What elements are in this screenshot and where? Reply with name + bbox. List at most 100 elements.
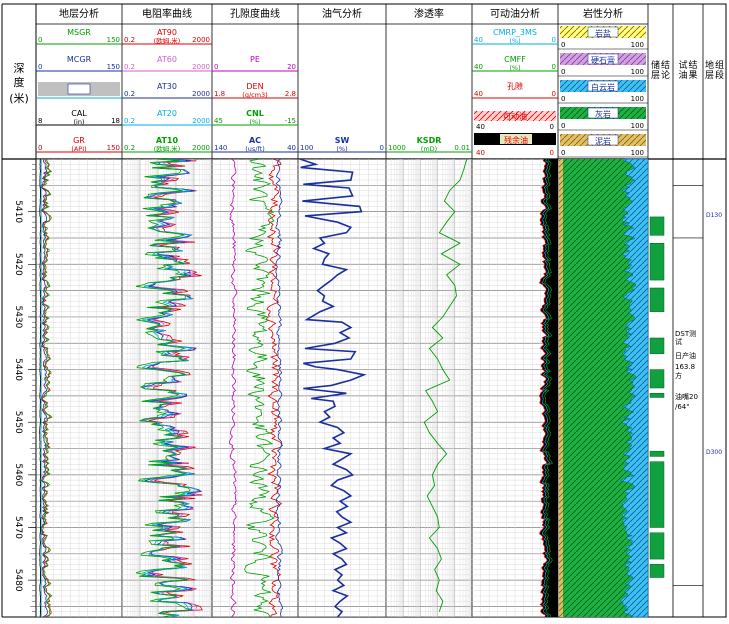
curve-max: 2000 <box>192 36 210 44</box>
curve-max: 0 <box>550 123 554 131</box>
curve-min: 40 <box>474 63 483 71</box>
test-result-text: 163.8 <box>675 363 695 371</box>
curve-max: 2000 <box>192 63 210 71</box>
curve-max: 0 <box>552 63 556 71</box>
reservoir-block <box>649 242 665 281</box>
porosity-curve <box>538 159 548 617</box>
ac-curve <box>275 159 284 617</box>
depth-tick-label: 5420 <box>13 253 23 276</box>
curve-max: 0 <box>550 149 554 157</box>
curve-min: 0.2 <box>124 117 135 125</box>
curve-name: 可动油 <box>503 111 527 121</box>
track-title: 储 <box>651 59 660 71</box>
gr-curve <box>40 159 52 617</box>
curve-max: 0 <box>380 144 384 152</box>
residual-oil-fill <box>539 159 558 617</box>
lithology-min: 0 <box>561 41 565 49</box>
mcgr-curve <box>40 159 48 617</box>
curve-name: CMFF <box>504 55 526 64</box>
curve-max: -15 <box>285 117 296 125</box>
depth-axis-label: 度 <box>14 75 25 89</box>
curve-name: AT20 <box>157 109 177 118</box>
curve-min: 40 <box>474 90 483 98</box>
curve-min: 100 <box>300 144 313 152</box>
depth-tick-label: 5450 <box>13 411 23 434</box>
sw-curve <box>299 159 367 617</box>
lithology-max: 100 <box>631 122 644 130</box>
track-title: 岩性分析 <box>583 7 623 20</box>
lithology-max: 100 <box>631 149 644 157</box>
curve-name: MCGR <box>67 55 92 64</box>
curve-unit: (欧姆.米) <box>154 36 181 45</box>
lithology-max: 100 <box>631 41 644 49</box>
track-title: 层 <box>705 70 714 81</box>
cnl-curve <box>244 159 276 617</box>
lithology-label-box <box>587 80 619 92</box>
curve-max: 0 <box>552 36 556 44</box>
curve-name: AC <box>249 136 261 145</box>
cmff-curve <box>544 159 553 617</box>
test-result-text: DST测 <box>675 330 696 338</box>
caliper-label-box <box>67 83 91 95</box>
residual-oil-label-bg <box>500 134 532 144</box>
lithology-label-box <box>587 26 619 38</box>
curve-unit: (%) <box>509 37 520 45</box>
curve-name: MSGR <box>67 28 91 37</box>
dolomite-fill <box>619 158 649 618</box>
oil-fill-group <box>539 159 558 617</box>
curve-max: 0.01 <box>454 144 470 152</box>
curve-unit: (%) <box>249 118 260 126</box>
depth-tick-label: 5470 <box>13 516 23 539</box>
curve-min: 0 <box>38 36 42 44</box>
curve-min: 0.2 <box>124 144 135 152</box>
curve-min: 0.2 <box>124 90 135 98</box>
lithology-name: 岩盐 <box>595 28 611 38</box>
track-grid <box>122 159 212 617</box>
curve-name: SW <box>335 136 350 145</box>
curve-name: AT30 <box>157 82 177 91</box>
curve-max: 0 <box>552 90 556 98</box>
curve-unit: (us/ft) <box>245 145 265 153</box>
curve-name: AT10 <box>156 136 179 145</box>
reservoir-block <box>649 393 665 398</box>
resistivity-curve <box>139 159 198 617</box>
movable-oil-swatch <box>474 111 556 121</box>
curve-min: 0 <box>38 144 42 152</box>
curve-min: 40 <box>476 123 485 131</box>
lithology-label-box <box>587 53 619 65</box>
curve-unit: (%) <box>336 145 347 153</box>
curve-min: 45 <box>214 117 223 125</box>
den-curve <box>266 159 283 617</box>
curve-unit: (欧姆.米) <box>154 144 181 153</box>
curve-name: AT60 <box>157 55 177 64</box>
curve-max: 2000 <box>192 117 210 125</box>
lithology-min: 0 <box>561 149 565 157</box>
curve-max: 150 <box>107 63 120 71</box>
curve-unit: (in) <box>74 118 85 126</box>
curve-unit: (g/cm3) <box>242 91 267 99</box>
curve-max: 20 <box>287 63 296 71</box>
curve-name: GR <box>73 136 85 145</box>
curve-name: CNL <box>246 109 264 118</box>
test-result-text: 试 <box>675 337 682 346</box>
track-title: 果 <box>688 70 697 81</box>
curve-min: 40 <box>476 149 485 157</box>
depth-tick-label: 5430 <box>13 305 23 328</box>
curve-max: 40 <box>287 144 296 152</box>
curve-unit: (mD) <box>421 145 437 153</box>
reservoir-block <box>649 450 665 457</box>
test-result-text: 油嘴20 <box>675 392 698 401</box>
track-title: 孔隙度曲线 <box>230 7 280 20</box>
lithology-label-box <box>587 107 619 119</box>
lithology-label-box <box>587 134 619 146</box>
curve-min: 0 <box>214 63 218 71</box>
reservoir-block <box>649 564 665 578</box>
curve-name: PE <box>250 55 260 64</box>
depth-axis-label: 深 <box>14 62 25 75</box>
lithology-name: 白云岩 <box>591 82 615 92</box>
curve-max: 2.8 <box>285 90 296 98</box>
reservoir-block <box>649 369 665 389</box>
formation-label: D300 <box>706 449 722 456</box>
curve-min: 1000 <box>388 144 406 152</box>
mudstone-fill <box>559 159 563 617</box>
